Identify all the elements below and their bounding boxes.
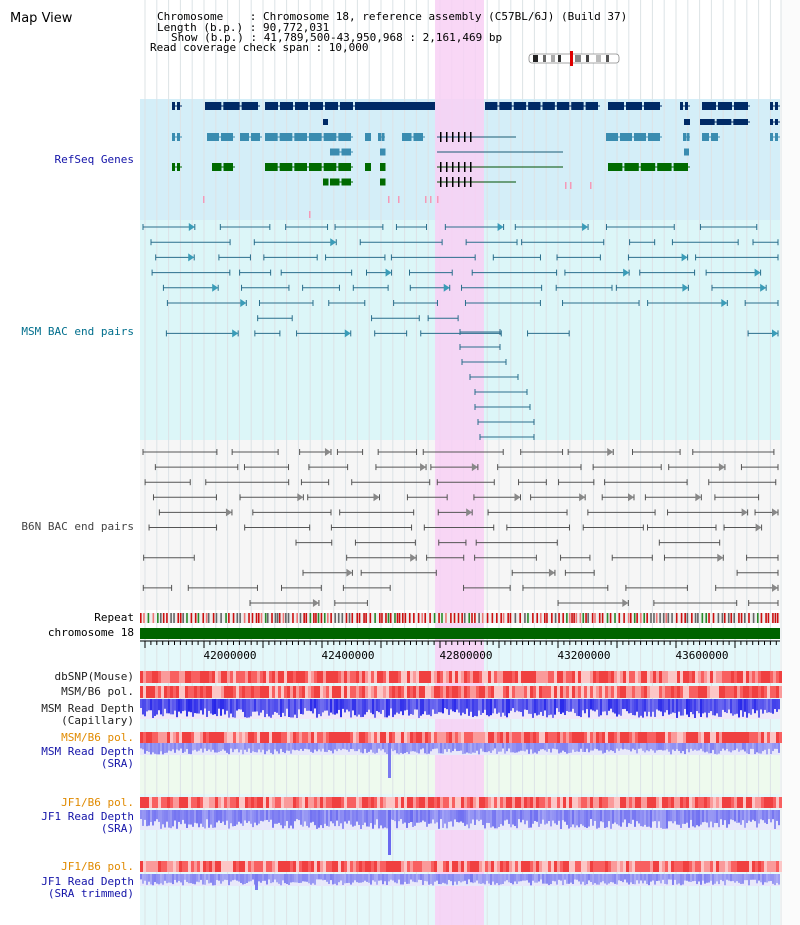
jf1-depth-sra xyxy=(140,810,780,855)
msm-bac-pairs xyxy=(142,223,779,338)
track-label-jf1-depth-sra-sub: (SRA) xyxy=(100,822,134,835)
msm-bac-stack xyxy=(459,329,535,440)
track-label-msm-b6-pol-2[interactable]: MSM/B6 pol. xyxy=(61,731,134,744)
msm-b6-pol2-strip xyxy=(140,732,782,743)
info-show-range: Show (b.p.) : 41,789,500-43,950,968 : 2,… xyxy=(171,31,503,44)
map-view-title: Map View xyxy=(10,11,73,26)
refseq-genes xyxy=(172,102,780,218)
right-margin xyxy=(781,0,800,925)
b6n-bac-pairs xyxy=(142,448,779,607)
track-label-msm-depth-cap[interactable]: MSM Read Depth xyxy=(41,702,134,715)
track-label-jf1-depth-trim[interactable]: JF1 Read Depth xyxy=(41,875,134,888)
ruler-tick-label: 42000000 xyxy=(204,649,257,662)
ruler-tick-label: 43200000 xyxy=(558,649,611,662)
chromosome-ideogram xyxy=(528,51,620,66)
msm-b6-pol-strip xyxy=(140,686,782,698)
highlight-region xyxy=(435,0,484,925)
ideogram-marker xyxy=(570,51,573,66)
track-label-dbsnp[interactable]: dbSNP(Mouse) xyxy=(54,670,134,683)
track-label-jf1-b6-pol[interactable]: JF1/B6 pol. xyxy=(61,796,134,809)
track-label-msm-depth-cap-sub: (Capillary) xyxy=(61,714,134,727)
ruler: 42000000 42400000 42800000 43200000 43600000 xyxy=(140,640,780,662)
track-label-repeat[interactable]: Repeat xyxy=(94,611,134,624)
track-label-msm-depth-sra[interactable]: MSM Read Depth xyxy=(41,745,134,758)
info-length: Length (b.p.) : 90,772,031 xyxy=(157,21,330,34)
track-label-jf1-depth-sra[interactable]: JF1 Read Depth xyxy=(41,810,134,823)
track-label-msm-b6-pol[interactable]: MSM/B6 pol. xyxy=(61,685,134,698)
info-coverage-span: Read coverage check span : 10,000 xyxy=(150,41,369,54)
ruler-tick-label: 43600000 xyxy=(676,649,729,662)
track-label-msm-bac[interactable]: MSM BAC end pairs xyxy=(21,325,134,338)
dbsnp-strip xyxy=(140,671,782,683)
msm-depth-capillary xyxy=(140,699,780,719)
jf1-b6-pol2-strip xyxy=(140,861,782,872)
track-label-jf1-b6-pol-2[interactable]: JF1/B6 pol. xyxy=(61,860,134,873)
grid-lines xyxy=(144,0,771,925)
track-label-msm-depth-sra-sub: (SRA) xyxy=(100,757,134,770)
info-chromosome: Chromosome : Chromosome 18, reference as… xyxy=(157,10,628,23)
ruler-tick-label: 42800000 xyxy=(440,649,493,662)
chromosome-bar xyxy=(140,628,780,639)
msm-depth-sra xyxy=(140,743,780,778)
ruler-tick-label: 42400000 xyxy=(322,649,375,662)
track-label-b6n-bac[interactable]: B6N BAC end pairs xyxy=(21,520,134,533)
track-label-jf1-depth-trim-sub: (SRA trimmed) xyxy=(47,887,134,900)
track-label-refseq[interactable]: RefSeq Genes xyxy=(54,153,134,166)
jf1-depth-trim xyxy=(140,874,780,890)
jf1-b6-pol-strip xyxy=(140,797,782,808)
repeat-track xyxy=(140,613,780,623)
track-label-chromosome[interactable]: chromosome 18 xyxy=(47,626,134,639)
